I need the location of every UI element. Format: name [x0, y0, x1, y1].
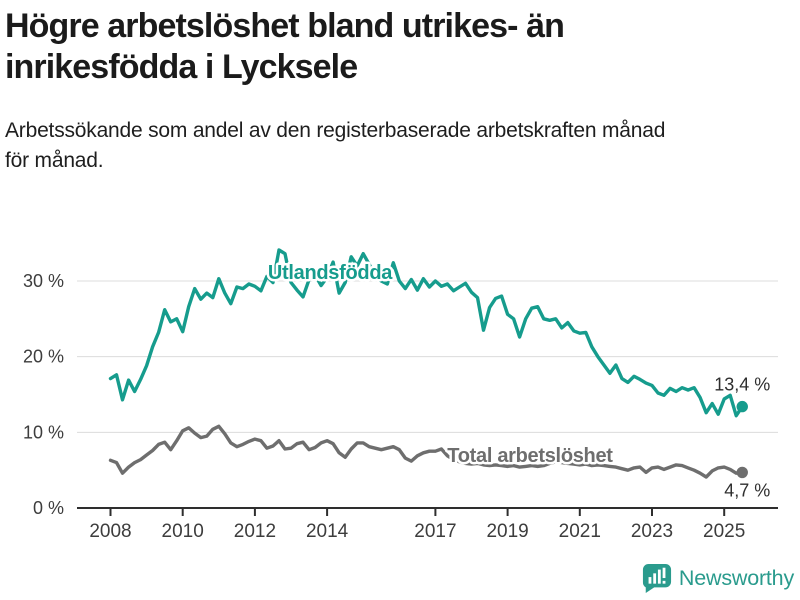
unemployment-line-chart: 0 % 10 % 20 % 30 % 2008 2010 2012 2014 2017 2019 2…: [23, 248, 778, 542]
series-line-utlandsf-dda: [108, 248, 744, 418]
y-tick-label-0: 0 %: [33, 498, 64, 518]
x-tick-label-2008: 2008: [89, 521, 131, 542]
series-end-dot-total-arbetsl-shet: [736, 466, 748, 479]
series-end-dot-utlandsf-dda: [736, 400, 748, 413]
end-value-label-utlandsf-dda: 13,4 %: [714, 375, 770, 395]
newsworthy-logo[interactable]: Newsworthy: [642, 563, 794, 594]
x-tick-label-2019: 2019: [486, 521, 528, 542]
x-tick-label-2023: 2023: [631, 521, 673, 542]
newsworthy-chart-bubble-icon: [642, 563, 671, 594]
x-tick-label-2017: 2017: [414, 521, 456, 542]
series-line-total-arbetsl-shet: [108, 424, 744, 479]
x-tick-label-2010: 2010: [162, 521, 204, 542]
x-tick-label-2014: 2014: [306, 521, 349, 542]
series-label-utlandsf-dda: Utlandsfödda: [268, 262, 393, 284]
x-tick-label-2012: 2012: [234, 521, 276, 542]
y-tick-label-20: 20 %: [23, 347, 64, 367]
chart-title: Högre arbetslöshet bland utrikes- än inr…: [5, 6, 745, 88]
series-label-total-arbetsl-shet: Total arbetslöshet: [447, 445, 613, 467]
y-tick-label-30: 30 %: [23, 271, 64, 291]
x-tick-label-2021: 2021: [559, 521, 601, 542]
chart-title-line-1: Högre arbetslöshet bland utrikes- än: [5, 7, 565, 45]
chart-subtitle: Arbetssökande som andel av den registerb…: [5, 116, 785, 176]
chart-subtitle-line-1: Arbetssökande som andel av den registerb…: [5, 119, 666, 142]
y-tick-label-10: 10 %: [23, 422, 64, 442]
chart-subtitle-line-2: för månad.: [5, 149, 104, 172]
x-tick-label-2025: 2025: [703, 521, 745, 542]
end-value-label-total-arbetsl-shet: 4,7 %: [724, 480, 770, 500]
chart-title-line-2: inrikesfödda i Lycksele: [5, 48, 358, 86]
newsworthy-wordmark: Newsworthy: [678, 566, 794, 590]
